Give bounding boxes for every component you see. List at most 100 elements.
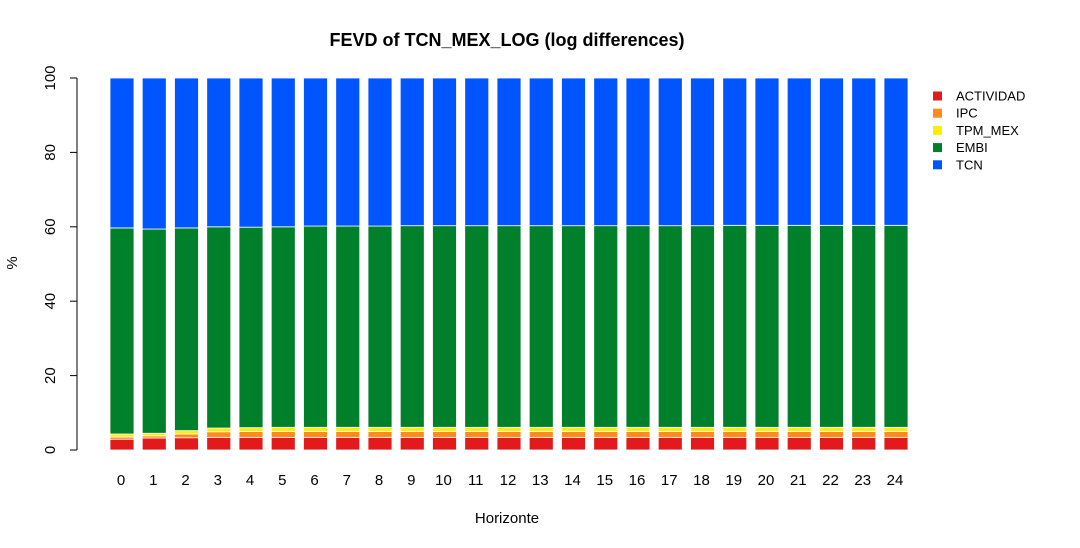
y-axis-label: % (4, 256, 21, 269)
bar-segment-actividad (786, 436, 812, 451)
bar-stack (270, 77, 296, 451)
legend-label: ACTIVIDAD (956, 89, 1025, 104)
bar-stack (399, 77, 425, 451)
bar-stack (109, 77, 135, 451)
bar-segment-ipc (303, 430, 328, 438)
bar-segment-embi (883, 224, 909, 428)
x-tick-label: 23 (854, 472, 871, 489)
bar-segment-ipc (657, 430, 683, 438)
bar-segment-tcn (786, 77, 812, 226)
bar-segment-actividad (561, 436, 586, 451)
bar-segment-tpm-mex (174, 430, 199, 435)
bar-segment-tcn (206, 77, 232, 228)
y-tick-label: 0 (42, 446, 59, 454)
bar-segment-ipc (270, 430, 296, 438)
bar-segment-tcn (690, 77, 715, 227)
x-tick-label: 21 (790, 472, 807, 489)
bar-stack (690, 77, 715, 451)
bar-segment-tcn (625, 77, 651, 227)
bar-segment-tpm-mex (722, 426, 748, 432)
x-tick-label: 15 (596, 472, 613, 489)
y-tick-label: 20 (42, 367, 59, 384)
bar-segment-tpm-mex (657, 426, 683, 432)
bar-segment-embi (270, 226, 296, 428)
bar-segment-tcn (722, 77, 748, 226)
bar-segment-ipc (883, 430, 909, 438)
bar-stack (625, 77, 651, 451)
legend-swatch (933, 91, 942, 101)
legend-swatch (933, 125, 942, 135)
bar-segment-actividad (819, 436, 844, 451)
legend-item: ACTIVIDAD (933, 89, 1025, 104)
bar-segment-actividad (206, 436, 232, 451)
x-tick-label: 1 (149, 472, 157, 489)
bar-segment-embi (593, 225, 619, 428)
bar-segment-tcn (754, 77, 780, 226)
bar-segment-ipc (206, 431, 232, 438)
bar-segment-actividad (625, 436, 651, 451)
bar-segment-ipc (399, 430, 425, 438)
legend-label: IPC (956, 106, 978, 121)
x-tick-label: 6 (310, 472, 318, 489)
bar-stack (786, 77, 812, 451)
x-tick-label: 22 (822, 472, 839, 489)
bar-segment-tpm-mex (561, 426, 586, 432)
x-tick-label: 13 (532, 472, 549, 489)
bar-segment-embi (206, 226, 232, 429)
bar-segment-ipc (722, 430, 748, 438)
bar-segment-embi (528, 225, 554, 428)
legend-swatch (933, 160, 942, 170)
bar-stack (496, 77, 522, 451)
bar-segment-actividad (593, 436, 619, 451)
bar-segment-ipc (238, 430, 264, 438)
bar-segment-actividad (109, 438, 135, 451)
bar-segment-tpm-mex (851, 426, 877, 432)
bar-segment-tcn (109, 77, 135, 229)
x-tick-label: 12 (500, 472, 517, 489)
bar-segment-tpm-mex (593, 426, 619, 432)
legend-label: EMBI (956, 140, 988, 155)
x-tick-label: 10 (435, 472, 452, 489)
bar-segment-tcn (883, 77, 909, 226)
bar-segment-tcn (819, 77, 844, 226)
bar-segment-embi (174, 227, 199, 432)
bar-segment-ipc (625, 430, 651, 438)
bar-segment-tcn (561, 77, 586, 227)
bar-segment-tpm-mex (464, 426, 490, 432)
bar-segment-tcn (141, 77, 167, 230)
chart-title: FEVD of TCN_MEX_LOG (log differences) (329, 30, 684, 50)
x-tick-label: 7 (343, 472, 351, 489)
bar-segment-ipc (528, 430, 554, 438)
bar-segment-tpm-mex (238, 427, 264, 432)
bar-segment-embi (367, 225, 393, 428)
bar-segment-ipc (593, 430, 619, 438)
bar-segment-embi (432, 225, 457, 428)
legend-item: IPC (933, 106, 978, 121)
bar-stack (238, 77, 264, 451)
x-tick-label: 16 (629, 472, 646, 489)
bar-stack (432, 77, 457, 451)
bar-segment-tpm-mex (690, 426, 715, 432)
y-tick-label: 100 (42, 65, 59, 90)
bar-segment-tpm-mex (819, 426, 844, 432)
x-tick-label: 20 (758, 472, 775, 489)
bar-stack (819, 77, 844, 451)
x-tick-label: 5 (278, 472, 286, 489)
bar-segment-tcn (432, 77, 457, 227)
bar-segment-actividad (432, 436, 457, 451)
legend-item: TCN (933, 157, 983, 172)
bar-segment-tpm-mex (367, 426, 393, 432)
bar-segment-tpm-mex (883, 426, 909, 432)
bar-segment-ipc (851, 430, 877, 438)
x-tick-label: 4 (246, 472, 254, 489)
bar-segment-actividad (174, 437, 199, 451)
bar-segment-tcn (657, 77, 683, 227)
bar-segment-tpm-mex (399, 426, 425, 432)
bar-segment-ipc (496, 430, 522, 438)
bar-segment-tpm-mex (786, 426, 812, 432)
x-axis: 0 1 2 3 4 5 6 7 8 9 10 11 12 13 14 15 16 17 18 19 20 21 22 23 24 (117, 472, 904, 489)
bar-stack (464, 77, 490, 451)
bar-segment-embi (561, 225, 586, 428)
bar-segment-embi (657, 225, 683, 428)
